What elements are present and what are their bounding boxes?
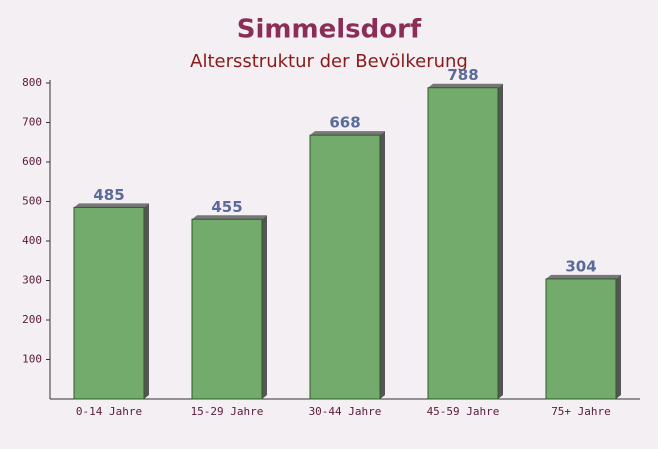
x-tick-label: 45-59 Jahre — [427, 405, 500, 418]
value-label: 668 — [329, 114, 360, 132]
bar-shadow-top — [428, 83, 503, 88]
y-tick-label: 400 — [22, 234, 42, 247]
bar-shadow-top — [310, 131, 385, 136]
y-tick-label: 500 — [22, 195, 42, 208]
bar-shadow — [498, 83, 503, 400]
y-tick-label: 800 — [22, 76, 42, 89]
x-tick-label: 0-14 Jahre — [76, 405, 142, 418]
x-tick-label: 15-29 Jahre — [191, 405, 264, 418]
value-label: 788 — [447, 66, 478, 84]
bar-shadow-top — [74, 203, 149, 208]
chart-title: Simmelsdorf — [237, 15, 422, 45]
chart-subtitle: Altersstruktur der Bevölkerung — [190, 51, 468, 72]
bar-shadow — [380, 131, 385, 399]
y-tick-label: 600 — [22, 155, 42, 168]
bar-shadow — [262, 215, 267, 399]
bar — [73, 206, 145, 400]
bar-shadow-top — [546, 274, 621, 279]
y-tick-label: 200 — [22, 313, 42, 326]
x-tick-label: 30-44 Jahre — [309, 405, 382, 418]
bar — [309, 134, 381, 400]
bar-shadow — [144, 203, 149, 399]
x-tick-label: 75+ Jahre — [551, 405, 611, 418]
bar — [191, 218, 263, 400]
bar — [545, 278, 617, 400]
y-tick-label: 300 — [22, 274, 42, 287]
bar — [427, 87, 499, 400]
value-label: 485 — [93, 186, 124, 204]
y-tick-label: 100 — [22, 353, 42, 366]
bar-shadow — [616, 274, 621, 399]
y-tick-label: 700 — [22, 116, 42, 129]
bar-shadow-top — [192, 215, 267, 220]
value-label: 304 — [565, 257, 596, 275]
value-label: 455 — [211, 198, 242, 216]
